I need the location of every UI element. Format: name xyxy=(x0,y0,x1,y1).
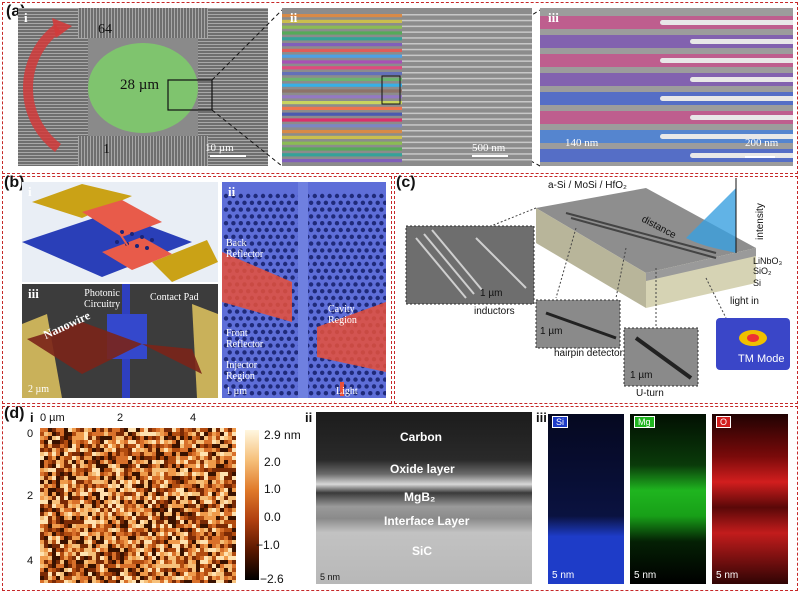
waveguide-schematic xyxy=(405,178,790,387)
afm-colorbar xyxy=(245,430,259,580)
label-si: Si xyxy=(753,278,762,288)
label-front-reflector: Front Reflector xyxy=(226,328,264,350)
scale-a-ii: 500 nm xyxy=(472,142,506,154)
sublabel-b-ii: ii xyxy=(228,184,236,199)
cbar-tick-4: −1.0 xyxy=(256,538,280,552)
scale-a-iii: 200 nm xyxy=(745,137,779,149)
afm-x-tick-2: 2 xyxy=(117,412,124,424)
sublabel-d-i: i xyxy=(30,410,34,425)
eds-element-si: Si xyxy=(552,416,569,428)
tem-layer-oxide: Oxide layer xyxy=(390,462,455,476)
panel-c-label: (c) xyxy=(396,174,416,191)
sem-image-a-iii xyxy=(540,8,793,166)
tem-cross-section xyxy=(316,412,532,584)
panel-a-frame xyxy=(2,2,798,174)
width-140nm: 140 nm xyxy=(565,137,599,149)
eds-scale-o: 5 nm xyxy=(716,570,739,581)
sublabel-b-iii: iii xyxy=(28,286,39,301)
sublabel-a-iii: iii xyxy=(548,10,559,25)
scale-b-iii: 2 µm xyxy=(28,384,50,395)
label-uturn: U-turn xyxy=(636,388,664,399)
label-1: 1 xyxy=(103,142,110,157)
panel-b-frame xyxy=(2,176,392,404)
label-light-in: light in xyxy=(730,296,759,307)
sublabel-a-i: i xyxy=(24,10,28,25)
label-photonic: Photonic Circuitry xyxy=(84,288,121,310)
photonic-crystal xyxy=(222,182,386,398)
cbar-tick-5: −2.6 xyxy=(260,572,284,586)
sublabel-d-ii: ii xyxy=(305,410,313,425)
panel-d-frame xyxy=(2,406,798,591)
render-b-i xyxy=(22,182,218,282)
afm-texture xyxy=(40,428,236,583)
colored-nanowires xyxy=(282,14,532,163)
sem-image-a-ii xyxy=(282,8,532,166)
panel-b-label: (b) xyxy=(4,174,25,191)
cbar-tick-3: 0.0 xyxy=(264,510,281,524)
device-render xyxy=(22,184,218,282)
scale-a-i: 10 µm xyxy=(205,142,234,154)
scale-c-3: 1 µm xyxy=(630,370,653,381)
eds-scale-mg: 5 nm xyxy=(634,570,657,581)
label-sio2: SiO₂ xyxy=(753,266,772,276)
label-light: Light xyxy=(336,386,358,397)
tem-layer-interface: Interface Layer xyxy=(384,514,470,528)
label-tm-mode: TM Mode xyxy=(738,353,785,365)
label-64: 64 xyxy=(98,22,112,37)
label-hairpin: hairpin detector xyxy=(554,348,623,359)
nanowire-device xyxy=(22,284,218,398)
sem-image-b-iii xyxy=(22,284,218,398)
label-back-reflector: Back Reflector xyxy=(226,238,264,260)
sublabel-b-i: i xyxy=(28,184,32,199)
sem-detector-array xyxy=(18,8,268,166)
label-linbo3: LiNbO₃ xyxy=(753,256,783,266)
eds-map-mg xyxy=(630,414,706,584)
label-top-layers: a-Si / MoSi / HfO₂ xyxy=(548,180,627,191)
afm-x-tick-0: 0 µm xyxy=(40,412,65,424)
label-injector-region: Injector Region xyxy=(226,360,258,382)
cbar-tick-0: 2.9 nm xyxy=(264,428,301,442)
panel-d-label: (d) xyxy=(4,405,25,422)
eds-map-si xyxy=(548,414,624,584)
scale-b-ii: 1 µm xyxy=(226,386,248,397)
eds-element-mg: Mg xyxy=(634,416,655,428)
afm-y-tick-2: 2 xyxy=(27,490,34,502)
panel-c-frame xyxy=(394,176,798,404)
afm-y-tick-4: 4 xyxy=(27,555,34,567)
eds-map-o xyxy=(712,414,788,584)
afm-y-tick-0: 0 xyxy=(27,428,34,440)
label-intensity: intensity xyxy=(754,203,766,240)
tem-layer-carbon: Carbon xyxy=(400,430,442,444)
label-cavity-region: Cavity Region xyxy=(328,304,357,326)
label-contact-pad: Contact Pad xyxy=(150,292,199,303)
colored-nanowires-zoom xyxy=(540,16,793,162)
scale-c-1: 1 µm xyxy=(480,288,503,299)
afm-height-map xyxy=(40,428,236,583)
scale-d-ii: 5 nm xyxy=(320,572,341,582)
sem-image-a-i xyxy=(18,8,268,166)
label-inductors: inductors xyxy=(474,306,515,317)
eds-element-o: O xyxy=(716,416,732,428)
tem-layer-mgb2: MgB₂ xyxy=(404,490,436,504)
cbar-tick-2: 1.0 xyxy=(264,482,281,496)
scale-c-2: 1 µm xyxy=(540,326,563,337)
label-28um: 28 µm xyxy=(120,77,160,93)
cbar-tick-1: 2.0 xyxy=(264,455,281,469)
sublabel-a-ii: ii xyxy=(290,10,298,25)
eds-scale-si: 5 nm xyxy=(552,570,575,581)
tem-layer-sic: SiC xyxy=(412,544,433,558)
sem-image-b-ii xyxy=(222,182,386,398)
afm-x-tick-4: 4 xyxy=(190,412,197,424)
sublabel-d-iii: iii xyxy=(536,410,547,425)
